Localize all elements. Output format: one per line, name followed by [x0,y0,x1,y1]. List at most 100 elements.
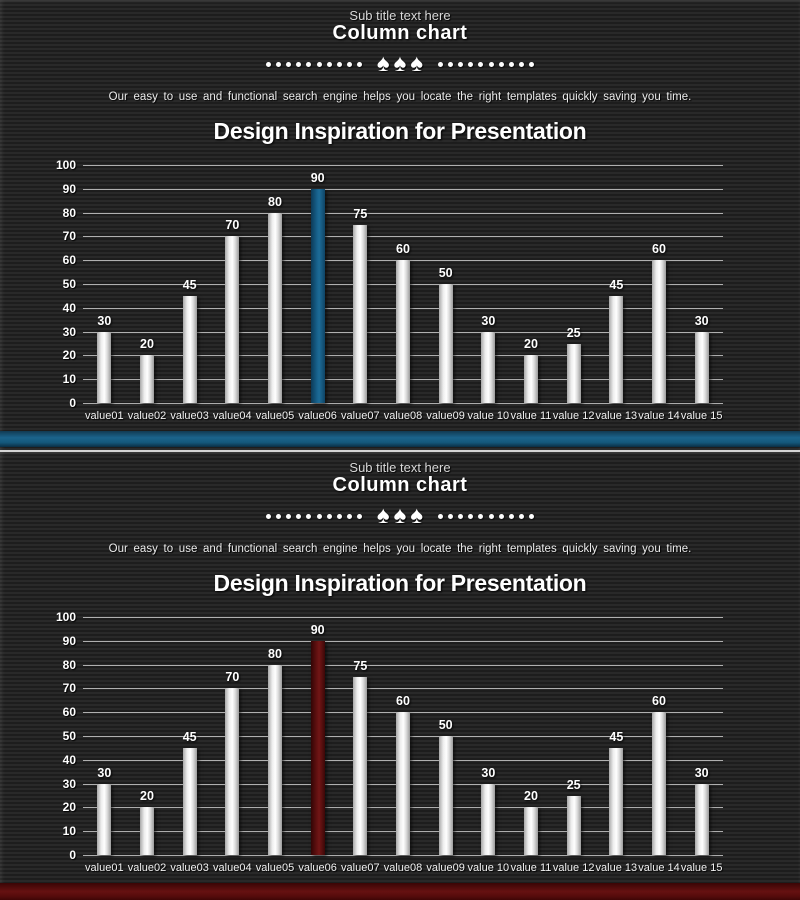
spade-icon: ♠ [393,50,407,77]
bar-value03 [182,295,197,403]
x-axis-label: value 13 [595,410,638,422]
dot [285,513,291,519]
dot [447,513,453,519]
dot [285,61,291,67]
x-axis-label: value 12 [552,410,595,422]
dot [468,61,474,67]
bar-value02 [140,807,154,855]
x-axis-label: value05 [255,862,295,874]
bar-value15 [694,783,709,855]
bar-value14 [652,712,666,855]
gridline [83,403,723,404]
x-axis-label: value05 [255,410,295,422]
gridline [83,617,723,618]
x-axis-label: value07 [341,410,380,422]
dot [326,61,332,67]
bar-value-label: 90 [310,170,325,185]
x-axis-label: value 14 [638,410,680,422]
slide-description: Our easy to use and functional search en… [108,543,692,555]
bar-value-label: 45 [182,729,197,744]
bar-value10 [481,331,496,403]
dot [275,513,281,519]
y-axis-label: 0 [69,396,76,410]
bar-value05 [268,664,282,855]
column-chart-red: 0 10 20 30 40 50 60 70 80 90 100 30 value01 20 value02… [0,452,800,900]
y-axis-label: 70 [62,229,76,244]
bar-value09 [438,736,453,855]
dot [529,61,535,67]
page-title: Design Inspiration for Presentation [213,570,587,596]
dot [437,513,443,519]
bar-value07 [353,224,368,403]
dot [498,61,504,67]
bar-value06 [310,640,325,855]
gridline [83,640,723,642]
bar-value-label: 60 [396,242,410,257]
bar-value-label: 60 [652,694,666,709]
y-axis-label: 20 [62,800,76,815]
bar-value-label: 90 [310,622,325,637]
bar-value-label: 20 [524,337,538,352]
y-axis-label: 70 [62,681,76,696]
slide-description: Our easy to use and functional search en… [108,91,692,103]
dot [478,61,484,67]
bar-value-label: 80 [268,646,282,661]
x-axis-label: value02 [127,410,167,422]
y-axis-label: 40 [62,300,76,315]
bar-value13 [609,295,624,403]
bar-value01 [97,783,112,855]
bar-value-label: 60 [652,242,666,257]
spade-icon: ♠ [393,502,407,529]
slide-red: Sub title text here Column chart ♠ ♠ ♠ Our… [0,452,800,900]
y-axis-label: 80 [62,657,76,672]
bar-value-label: 50 [438,266,453,280]
x-axis-label: value 15 [680,410,723,422]
gridline [83,664,723,666]
gridline [83,236,723,238]
y-axis-label: 90 [62,181,76,196]
gridline [83,212,723,214]
bar-value11 [524,355,538,403]
x-axis-label: value07 [341,862,380,874]
gridline [83,165,723,166]
bar-value-label: 80 [268,194,282,209]
bar-value-label: 20 [524,789,538,804]
bar-value03 [182,747,197,855]
spade-icon: ♠ [410,502,424,529]
column-chart-blue: 0 10 20 30 40 50 60 70 80 90 100 30 value01 20 value02… [55,158,723,422]
y-axis-label: 100 [55,610,76,624]
accent-strip-red [0,883,800,900]
gridline [83,188,723,190]
dot [306,513,312,519]
dot [498,513,504,519]
x-axis-label: value 10 [467,862,510,874]
bar-value-label: 30 [97,313,112,328]
y-axis-label: 20 [62,348,76,363]
slide-separator [0,450,800,452]
bar-value09 [438,284,453,403]
bar-value06 [310,188,325,403]
dot [296,61,302,67]
y-axis-label: 100 [55,158,76,172]
dot [458,513,464,519]
spade-icon: ♠ [376,50,390,77]
x-axis-label: value04 [213,862,252,874]
dot [336,513,342,519]
bar-value-label: 70 [225,670,240,685]
bar-value-label: 25 [566,777,581,792]
dot [478,513,484,519]
slide-title: Column chart [332,22,468,44]
page-title: Design Inspiration for Presentation [213,118,587,144]
bar-value-label: 45 [182,277,197,292]
x-axis-label: value 13 [595,862,638,874]
bar-value-label: 20 [140,789,154,804]
dot [347,61,353,67]
y-axis-label: 60 [62,253,76,268]
bar-value-label: 25 [566,325,581,340]
dot [265,513,271,519]
bar-value04 [225,236,240,403]
accent-strip-blue [0,431,800,447]
dot [265,61,271,67]
x-axis-label: value03 [170,410,209,422]
dot [519,513,525,519]
